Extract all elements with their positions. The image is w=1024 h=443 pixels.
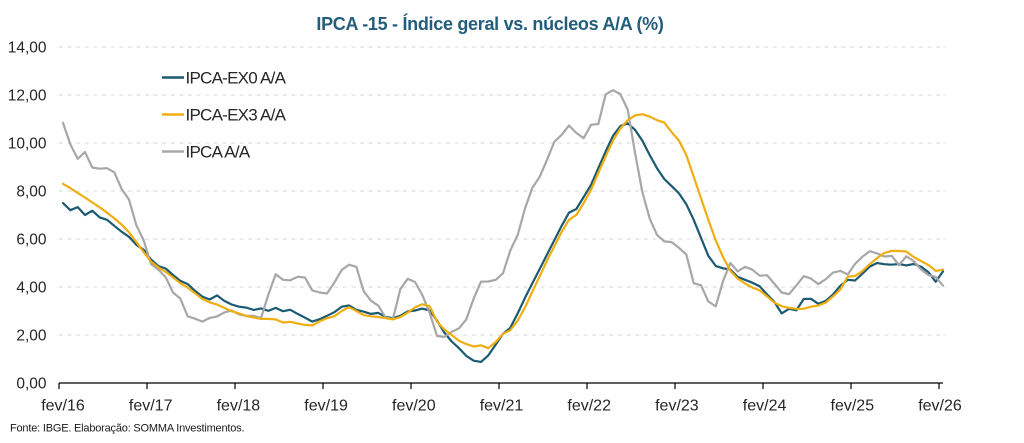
svg-text:fev/26: fev/26: [918, 398, 962, 415]
svg-text:fev/25: fev/25: [831, 398, 875, 415]
svg-text:8,00: 8,00: [16, 184, 47, 201]
svg-text:12,00: 12,00: [8, 88, 47, 105]
svg-text:fev/22: fev/22: [567, 398, 611, 415]
svg-text:Fonte: IBGE. Elaboração: SOMMA: Fonte: IBGE. Elaboração: SOMMA Investime…: [10, 423, 244, 435]
svg-text:fev/21: fev/21: [480, 398, 524, 415]
svg-text:IPCA -15 - Índice geral vs. nú: IPCA -15 - Índice geral vs. núcleos A/A …: [316, 13, 663, 34]
svg-text:fev/24: fev/24: [743, 398, 787, 415]
svg-text:14,00: 14,00: [8, 40, 47, 57]
svg-text:fev/19: fev/19: [304, 398, 348, 415]
svg-text:IPCA A/A: IPCA A/A: [186, 143, 251, 162]
svg-text:0,00: 0,00: [16, 376, 47, 393]
svg-text:10,00: 10,00: [8, 136, 47, 153]
svg-text:2,00: 2,00: [16, 328, 47, 345]
svg-text:fev/23: fev/23: [655, 398, 699, 415]
svg-text:IPCA-EX3 A/A: IPCA-EX3 A/A: [186, 106, 287, 125]
svg-text:fev/16: fev/16: [41, 398, 85, 415]
svg-text:6,00: 6,00: [16, 232, 47, 249]
svg-text:IPCA-EX0 A/A: IPCA-EX0 A/A: [186, 69, 287, 88]
svg-text:fev/18: fev/18: [217, 398, 261, 415]
svg-text:fev/20: fev/20: [392, 398, 436, 415]
svg-text:fev/17: fev/17: [129, 398, 173, 415]
svg-text:4,00: 4,00: [16, 280, 47, 297]
